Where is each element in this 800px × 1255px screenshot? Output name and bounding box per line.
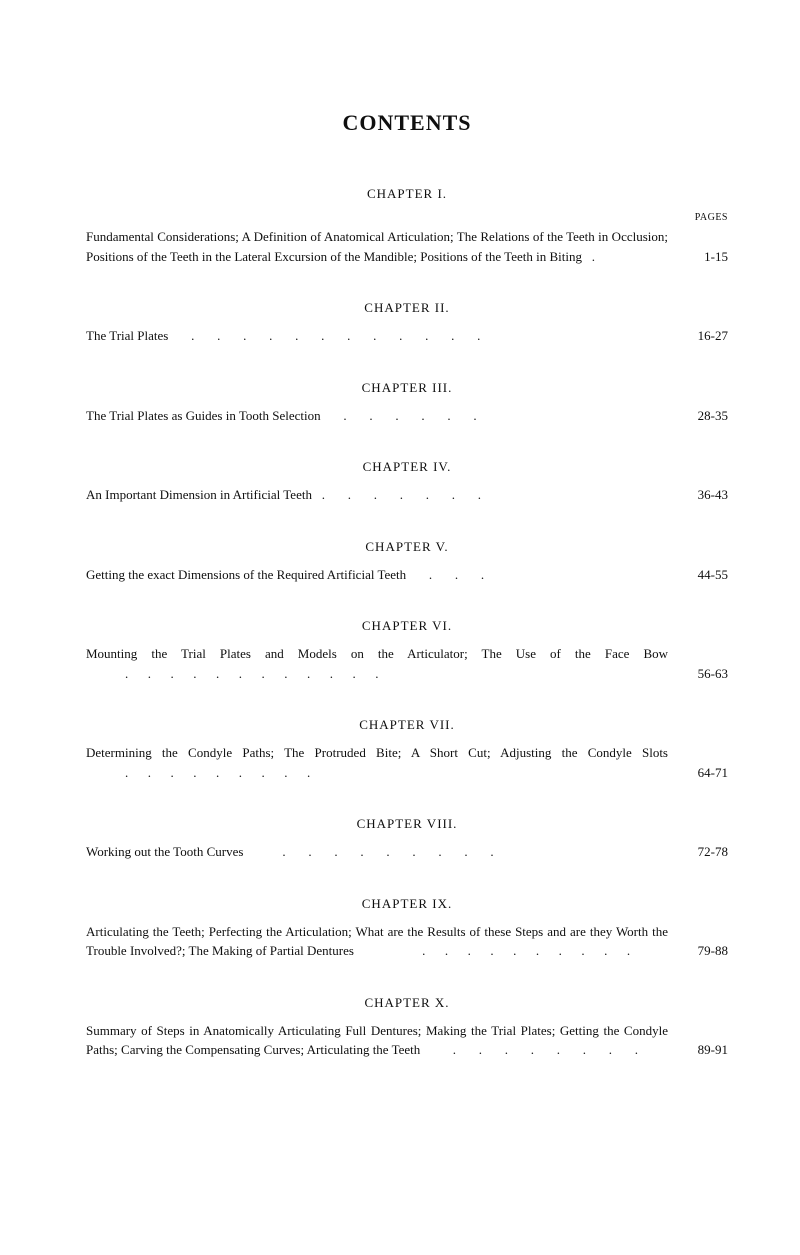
toc-entry-pages: 28-35 bbox=[698, 406, 728, 426]
toc-entry-desc: Mounting the Trial Plates and Models on … bbox=[86, 646, 668, 661]
toc-entry-text: Summary of Steps in Anatomically Articul… bbox=[86, 1021, 728, 1060]
chapter-heading: CHAPTER V. bbox=[86, 539, 728, 555]
toc-entry-pages: 1-15 bbox=[704, 247, 728, 267]
toc-entry: Fundamental Considerations; A Definition… bbox=[86, 227, 728, 266]
chapter-heading: CHAPTER IV. bbox=[86, 459, 728, 475]
toc-entry-dots: . bbox=[582, 249, 595, 264]
toc-entry-dots: . . . . . . . bbox=[312, 487, 481, 502]
toc-entry: Determining the Condyle Paths; The Protr… bbox=[86, 743, 728, 782]
chapter-heading: CHAPTER VI. bbox=[86, 618, 728, 634]
toc-entry-pages: 44-55 bbox=[698, 565, 728, 585]
toc-entry-dots: . . . . . . . . . . bbox=[354, 943, 630, 958]
toc-entry-text: The Trial Plates . . . . . . . . . . . . bbox=[86, 326, 728, 346]
chapter-heading: CHAPTER II. bbox=[86, 300, 728, 316]
chapter-heading: CHAPTER X. bbox=[86, 995, 728, 1011]
toc-entry: The Trial Plates . . . . . . . . . . . .… bbox=[86, 326, 728, 346]
toc-entry-desc: Determining the Condyle Paths; The Protr… bbox=[86, 745, 668, 760]
toc-entry-desc: Working out the Tooth Curves bbox=[86, 844, 243, 859]
toc-entry-pages: 72-78 bbox=[698, 842, 728, 862]
toc-entry-pages: 36-43 bbox=[698, 485, 728, 505]
toc-entry-dots: . . . . . . . . bbox=[420, 1042, 638, 1057]
chapter-heading: CHAPTER I. bbox=[86, 186, 728, 202]
toc-entry: Getting the exact Dimensions of the Requ… bbox=[86, 565, 728, 585]
toc-entry-text: Determining the Condyle Paths; The Protr… bbox=[86, 743, 728, 782]
chapter-heading: CHAPTER VIII. bbox=[86, 816, 728, 832]
toc-entry: Working out the Tooth Curves . . . . . .… bbox=[86, 842, 728, 862]
toc-entry-text: An Important Dimension in Artificial Tee… bbox=[86, 485, 728, 505]
toc-entry-pages: 56-63 bbox=[698, 664, 728, 684]
toc-entry: An Important Dimension in Artificial Tee… bbox=[86, 485, 728, 505]
toc-entry: Summary of Steps in Anatomically Articul… bbox=[86, 1021, 728, 1060]
chapter-heading: CHAPTER IX. bbox=[86, 896, 728, 912]
chapter-heading: CHAPTER III. bbox=[86, 380, 728, 396]
toc-entry-dots: . . . . . . . . . bbox=[86, 765, 310, 780]
toc-entry-dots: . . . . . . . . . . . . bbox=[86, 666, 379, 681]
chapter-heading: CHAPTER VII. bbox=[86, 717, 728, 733]
page-title: CONTENTS bbox=[86, 110, 728, 136]
toc-entry-text: The Trial Plates as Guides in Tooth Sele… bbox=[86, 406, 728, 426]
toc-entry-pages: 79-88 bbox=[698, 941, 728, 961]
toc-entry-dots: . . . . . . bbox=[321, 408, 477, 423]
toc-entry-desc: Getting the exact Dimensions of the Requ… bbox=[86, 567, 406, 582]
toc-entry-text: Articulating the Teeth; Perfecting the A… bbox=[86, 922, 728, 961]
toc-entry-text: Working out the Tooth Curves . . . . . .… bbox=[86, 842, 728, 862]
toc-entry-text: Fundamental Considerations; A Definition… bbox=[86, 227, 728, 266]
toc-entry-text: Mounting the Trial Plates and Models on … bbox=[86, 644, 728, 683]
toc-entry-dots: . . . . . . . . . bbox=[243, 844, 493, 859]
toc-entry-desc: The Trial Plates as Guides in Tooth Sele… bbox=[86, 408, 321, 423]
toc-entry-pages: 16-27 bbox=[698, 326, 728, 346]
toc-entry-desc: Fundamental Considerations; A Definition… bbox=[86, 229, 668, 264]
toc-entry: Mounting the Trial Plates and Models on … bbox=[86, 644, 728, 683]
toc-entry-dots: . . . . . . . . . . . . bbox=[168, 328, 480, 343]
toc-entry-dots: . . . bbox=[406, 567, 484, 582]
toc-entry-desc: An Important Dimension in Artificial Tee… bbox=[86, 487, 312, 502]
toc-entry-text: Getting the exact Dimensions of the Requ… bbox=[86, 565, 728, 585]
pages-column-label: PAGES bbox=[86, 212, 728, 223]
toc-entry-desc: The Trial Plates bbox=[86, 328, 168, 343]
toc-entry-pages: 89-91 bbox=[698, 1040, 728, 1060]
toc-entry: The Trial Plates as Guides in Tooth Sele… bbox=[86, 406, 728, 426]
toc-entry-pages: 64-71 bbox=[698, 763, 728, 783]
toc-entry: Articulating the Teeth; Perfecting the A… bbox=[86, 922, 728, 961]
